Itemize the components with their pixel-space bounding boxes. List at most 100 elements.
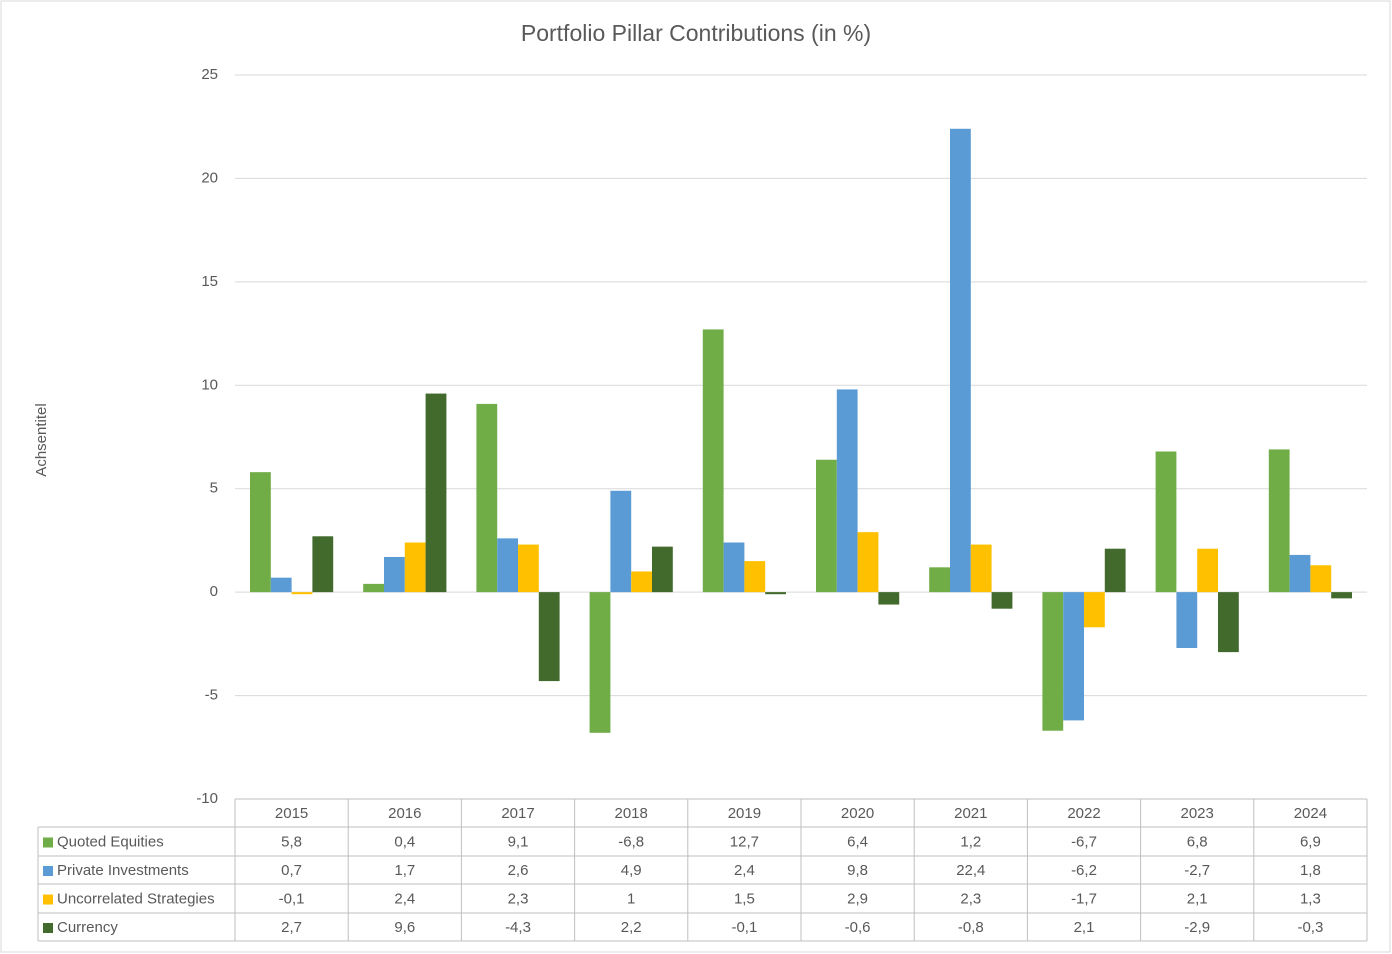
bar: [363, 583, 384, 593]
bar: [518, 544, 539, 593]
table-cell: 6,4: [847, 833, 868, 850]
bar: [404, 542, 426, 593]
table-cell: 2,1: [1187, 890, 1208, 907]
bar: [950, 128, 971, 593]
bar: [929, 567, 950, 593]
table-cell: -0,3: [1297, 919, 1323, 936]
bar: [1331, 592, 1352, 599]
table-cell: -2,9: [1184, 919, 1210, 936]
table-cell: 0,7: [281, 862, 302, 879]
table-cell: 4,9: [621, 862, 642, 879]
bar: [1063, 592, 1084, 721]
y-tick-label: 25: [201, 66, 218, 83]
bar: [384, 556, 405, 593]
bar: [538, 592, 560, 682]
bar: [970, 544, 992, 593]
bar: [1197, 548, 1218, 593]
table-cell: 1,5: [734, 890, 755, 907]
bar: [497, 538, 518, 593]
bar: [1289, 554, 1311, 593]
bar: [744, 561, 766, 593]
table-cell: -0,8: [958, 919, 984, 936]
table-cell: 1,3: [1300, 890, 1321, 907]
legend-swatch: [43, 837, 53, 848]
bar: [1176, 592, 1198, 648]
table-cell: 2,7: [281, 919, 302, 936]
bar: [270, 577, 292, 593]
table-cell: 9,8: [847, 862, 868, 879]
table-cell: 9,6: [394, 919, 415, 936]
bar: [312, 536, 334, 593]
legend-label: Currency: [57, 919, 118, 936]
y-tick-label: 15: [201, 273, 218, 290]
y-tick-label: 10: [201, 376, 218, 393]
x-tick-label: 2021: [954, 805, 987, 822]
x-tick-label: 2016: [388, 805, 421, 822]
table-cell: 1,2: [960, 833, 981, 850]
bar: [816, 459, 837, 593]
x-tick-label: 2020: [841, 805, 874, 822]
table-cell: -6,2: [1071, 862, 1097, 879]
x-tick-label: 2015: [275, 805, 308, 822]
table-cell: 2,4: [394, 890, 415, 907]
table-cell: 1,8: [1300, 862, 1321, 879]
bar: [1042, 592, 1064, 731]
y-tick-label: 20: [201, 169, 218, 186]
y-tick-label: -5: [205, 687, 218, 704]
bar: [291, 592, 313, 595]
table-cell: 6,8: [1187, 833, 1208, 850]
table-cell: -4,3: [505, 919, 531, 936]
bar: [1310, 565, 1332, 593]
table-cell: -6,7: [1071, 833, 1097, 850]
y-axis-title: Achsentitel: [33, 403, 50, 476]
bar: [1155, 451, 1177, 593]
bar: [702, 329, 724, 593]
table-cell: 22,4: [956, 862, 985, 879]
table-cell: -1,7: [1071, 890, 1097, 907]
table-cell: 2,6: [508, 862, 529, 879]
table-cell: 2,3: [960, 890, 981, 907]
legend-label: Uncorrelated Strategies: [57, 890, 215, 907]
bar: [250, 472, 271, 593]
bar: [1104, 548, 1126, 593]
bar: [631, 571, 652, 593]
x-tick-label: 2024: [1294, 805, 1327, 822]
chart-title: Portfolio Pillar Contributions (in %): [521, 20, 871, 46]
table-cell: 1: [627, 890, 635, 907]
bar: [723, 542, 745, 593]
y-tick-label: -10: [196, 790, 218, 807]
table-cell: -6,8: [618, 833, 644, 850]
table-cell: 5,8: [281, 833, 302, 850]
table-cell: 2,9: [847, 890, 868, 907]
legend-label: Private Investments: [57, 862, 189, 879]
table-cell: 12,7: [730, 833, 759, 850]
table-cell: -0,1: [279, 890, 305, 907]
table-cell: 2,1: [1074, 919, 1095, 936]
bar: [1268, 449, 1290, 593]
legend-label: Quoted Equities: [57, 833, 164, 850]
y-tick-label: 5: [210, 480, 218, 497]
bar: [589, 592, 611, 733]
x-tick-label: 2022: [1067, 805, 1100, 822]
bar: [857, 532, 879, 593]
table-cell: 9,1: [508, 833, 529, 850]
x-tick-label: 2023: [1181, 805, 1214, 822]
x-tick-label: 2018: [615, 805, 648, 822]
table-cell: -0,1: [731, 919, 757, 936]
bar: [476, 403, 498, 593]
table-cell: -2,7: [1184, 862, 1210, 879]
bar: [765, 592, 786, 595]
table-cell: 6,9: [1300, 833, 1321, 850]
table-cell: 2,3: [508, 890, 529, 907]
bar: [1084, 592, 1105, 628]
bar: [1218, 592, 1239, 653]
table-cell: 1,7: [394, 862, 415, 879]
bar: [610, 490, 632, 593]
table-cell: -0,6: [845, 919, 871, 936]
legend-swatch: [43, 866, 53, 876]
legend-swatch: [43, 923, 53, 933]
y-tick-label: 0: [210, 583, 218, 600]
bar: [991, 592, 1013, 609]
x-tick-label: 2019: [728, 805, 761, 822]
